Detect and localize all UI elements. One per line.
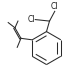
- Text: Cl: Cl: [27, 15, 35, 24]
- Text: Cl: Cl: [51, 2, 59, 11]
